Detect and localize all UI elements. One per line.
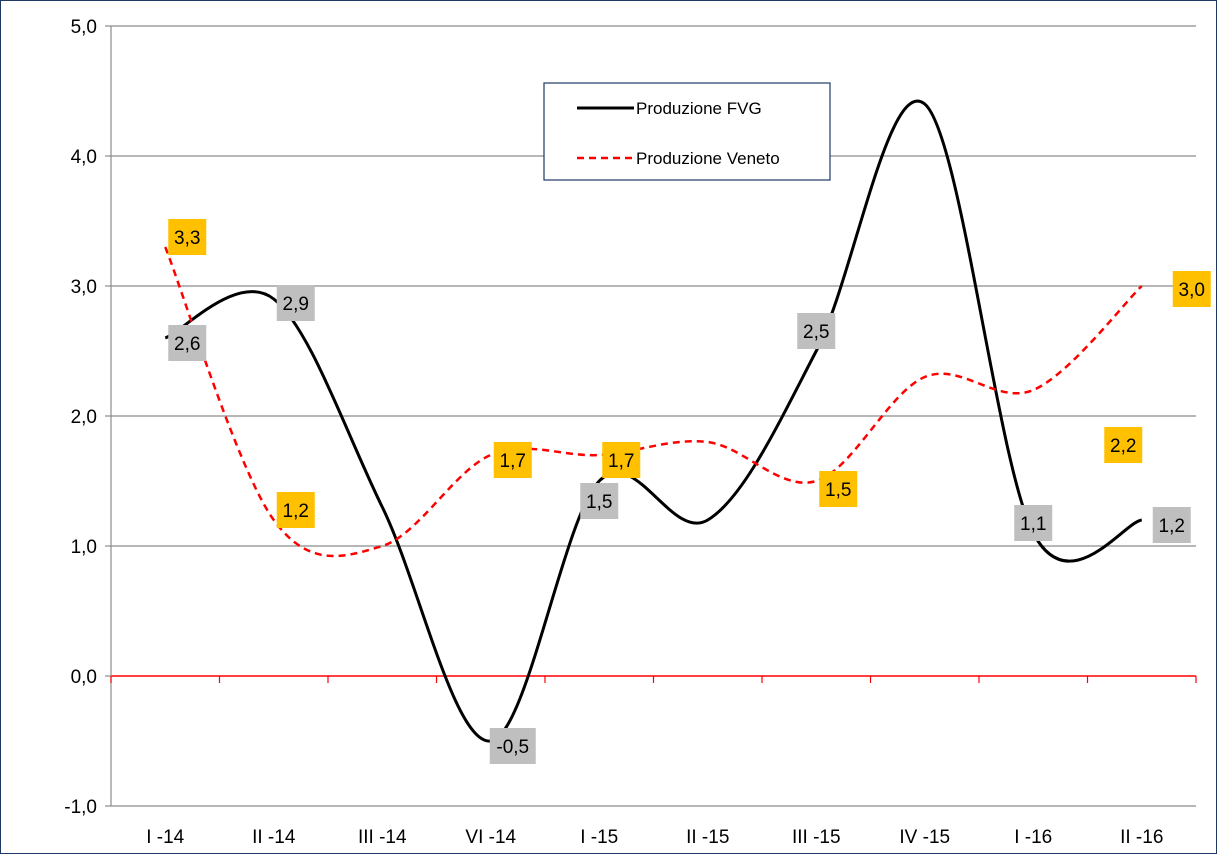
x-tick-label: III -15	[792, 827, 841, 848]
data-label-text: 2,9	[283, 294, 309, 315]
data-label: 1,5	[819, 471, 858, 507]
data-label-box	[489, 728, 536, 764]
y-tick-label: 2,0	[71, 407, 97, 428]
data-label: 1,1	[1014, 505, 1053, 541]
data-label-box	[1172, 271, 1211, 307]
data-label-text: 3,0	[1179, 280, 1205, 301]
data-label-box	[819, 471, 858, 507]
data-label-box	[1152, 507, 1191, 543]
legend-label: Produzione Veneto	[636, 149, 780, 168]
x-tick-label: II -14	[252, 827, 296, 848]
x-tick-label: III -14	[358, 827, 407, 848]
x-tick-label: II -16	[1120, 827, 1163, 848]
data-label: 1,7	[493, 442, 532, 478]
data-label-box	[168, 219, 207, 255]
y-tick-label: 4,0	[71, 147, 97, 168]
data-label-text: 1,2	[283, 501, 309, 522]
y-tick-label: 3,0	[71, 277, 97, 298]
data-label-box	[276, 285, 315, 321]
data-label: 2,6	[168, 325, 207, 361]
data-label: 2,5	[797, 313, 836, 349]
x-tick-label: I -14	[146, 827, 184, 848]
series-lines	[164, 99, 1143, 743]
data-label-box	[493, 442, 532, 478]
data-label-text: 2,2	[1110, 436, 1136, 457]
data-label: 3,3	[168, 219, 207, 255]
data-label: 2,2	[1104, 427, 1143, 463]
data-label-text: -0,5	[496, 737, 529, 758]
data-label-text: 1,5	[825, 480, 851, 501]
data-label-text: 1,7	[500, 451, 526, 472]
data-label-text: 1,5	[586, 492, 612, 513]
legend-box	[543, 82, 831, 181]
series-line-0	[164, 99, 1143, 743]
data-label-text: 1,7	[608, 451, 634, 472]
data-label-text: 3,3	[174, 228, 200, 249]
data-label-text: 2,5	[803, 322, 829, 343]
x-tick-label: IV -15	[899, 827, 950, 848]
y-tick-label: 0,0	[71, 667, 97, 688]
axes: -1,0 0,0 1,0 2,0 3,0 4,0 5,0 I -14 II -14 III -14…	[64, 17, 1197, 848]
legend-label: Produzione FVG	[636, 99, 762, 118]
data-label: 1,7	[602, 442, 641, 478]
data-label-box	[797, 313, 836, 349]
data-label: 1,2	[1152, 507, 1191, 543]
data-label-box	[602, 442, 641, 478]
data-label-box	[1104, 427, 1143, 463]
y-tick-label: 1,0	[71, 537, 97, 558]
data-label: -0,5	[489, 728, 536, 764]
legend: Produzione FVG Produzione Veneto	[543, 82, 831, 181]
data-label-box	[1014, 505, 1053, 541]
data-label-text: 1,2	[1159, 516, 1185, 537]
data-labels: 2,6 2,9 -0,5 1,5 2,5 1,1 1,2 3,3 1,2 1,7 1,7 1,5 2,2…	[168, 219, 1211, 764]
y-tick-label: 5,0	[71, 17, 97, 38]
data-label: 2,9	[276, 285, 315, 321]
x-tick-label: II -15	[686, 827, 729, 848]
data-label-box	[168, 325, 207, 361]
y-tick-label: -1,0	[64, 797, 97, 818]
data-label-box	[580, 483, 619, 519]
data-label-text: 2,6	[174, 334, 200, 355]
x-tick-label: I -16	[1014, 827, 1052, 848]
data-label-text: 1,1	[1020, 514, 1046, 535]
x-tick-label: I -15	[580, 827, 618, 848]
data-label: 1,2	[276, 492, 315, 528]
data-label-box	[276, 492, 315, 528]
data-label: 1,5	[580, 483, 619, 519]
x-tick-label: VI -14	[465, 827, 516, 848]
data-label: 3,0	[1172, 271, 1211, 307]
